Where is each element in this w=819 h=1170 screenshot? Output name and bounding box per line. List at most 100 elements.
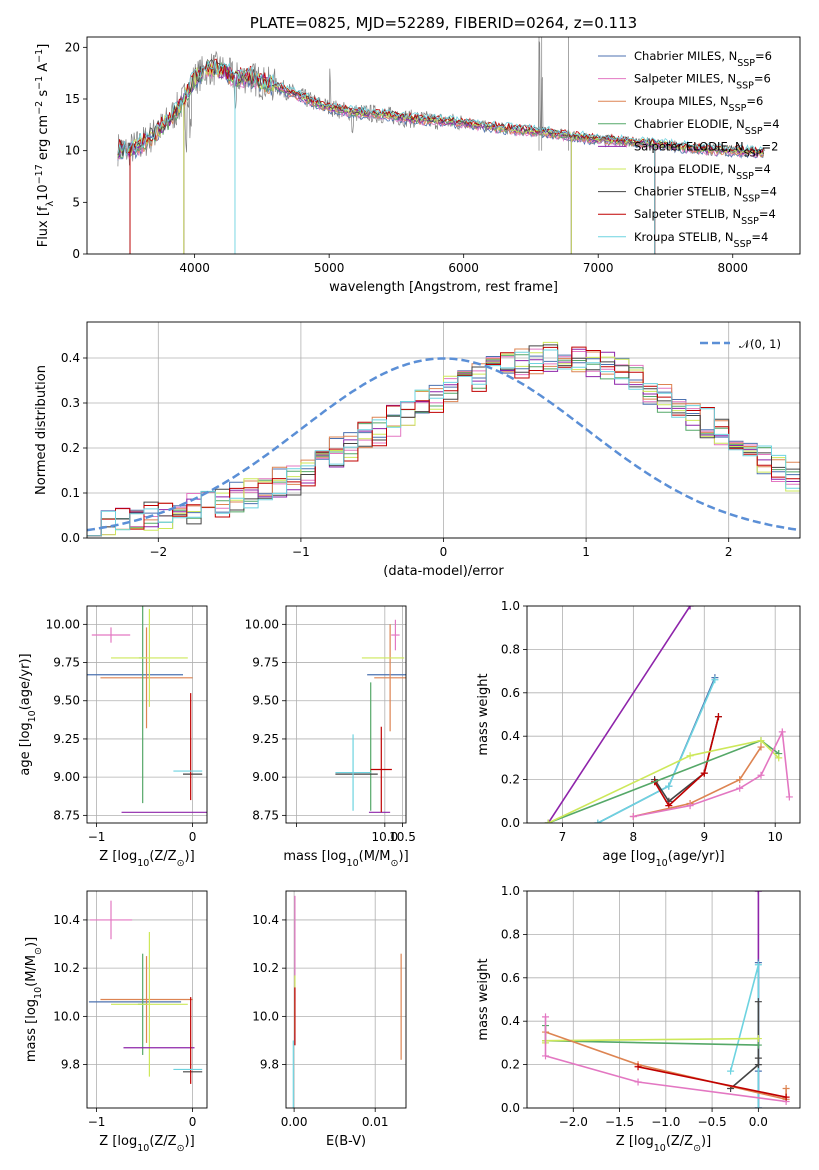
y-tick-label: 10.0 (252, 1009, 279, 1023)
y-tick-label: 9.25 (53, 732, 80, 746)
x-tick-label: −0.5 (698, 1115, 727, 1129)
point-marker (700, 769, 708, 777)
plot-area (87, 606, 207, 813)
y-tick-label: 8.75 (252, 808, 279, 822)
plot-area (544, 606, 793, 823)
chart-age-vs-mass: 10.010.5 8.75 9.00 9.25 9.50 9.75 10.00 mass [l… (245, 605, 416, 869)
axes-frame (526, 605, 801, 824)
y-tick-label: 9.8 (260, 1058, 279, 1072)
x-tick-label: −1.0 (651, 1115, 680, 1129)
y-tick-label: 0.3 (61, 396, 80, 410)
y-tick-label: 0.2 (501, 773, 520, 787)
y-tick-label: 0.4 (61, 351, 80, 365)
x-axis-label: E(B-V) (326, 1134, 366, 1149)
axes-frame (285, 890, 407, 1109)
errorbar-kroupa-elodie (111, 931, 188, 1077)
y-tick-label: 9.50 (252, 694, 279, 708)
y-tick-label: 0.4 (501, 1014, 520, 1028)
point-marker (757, 743, 765, 751)
hist-kroupa-stelib (87, 349, 800, 537)
point-marker (754, 891, 762, 895)
y-tick-label: 9.50 (53, 694, 80, 708)
x-axis-label: wavelength [Angstrom, rest frame] (329, 280, 558, 295)
hist-salpeter-miles (87, 348, 800, 537)
y-axis-label: Flux [fλ10−17 erg cm−2 s−1 A−1] (34, 44, 56, 248)
y-tick-label: 9.75 (252, 656, 279, 670)
legend-entry-salpeter-elodie: Salpeter ELODIE, NSSP=2 (634, 139, 778, 159)
x-tick-label: −1 (88, 830, 106, 844)
x-tick-label: 4000 (179, 261, 210, 275)
axes-frame (285, 605, 407, 824)
series-salpeter-miles (629, 728, 793, 820)
point-marker (542, 1052, 550, 1060)
series-chabrier-miles (594, 674, 719, 823)
y-tick-label: 0.2 (61, 441, 80, 455)
point-marker (754, 998, 762, 1006)
x-tick-label: 0 (440, 545, 448, 559)
point-marker (778, 728, 786, 736)
legend-entry-kroupa-stelib: Kroupa STELIB, NSSP=4 (634, 230, 768, 250)
point-marker (686, 606, 694, 610)
point-marker (727, 1067, 735, 1075)
model-salpeter-stelib (117, 58, 765, 155)
y-tick-label: 20 (65, 40, 80, 54)
legend-entry-chabrier-stelib: Chabrier STELIB, NSSP=4 (634, 185, 777, 205)
y-tick-label: 9.8 (61, 1058, 80, 1072)
y-tick-label: 9.00 (53, 770, 80, 784)
point-marker (757, 737, 765, 745)
point-marker (754, 961, 762, 969)
x-tick-label: 10 (768, 830, 783, 844)
x-tick-label: 7 (559, 830, 567, 844)
normal-curve (87, 357, 798, 532)
series-chabrier-elodie (542, 1022, 762, 1049)
point-marker (736, 776, 744, 784)
axes-frame (86, 890, 208, 1109)
y-tick-label: 0.0 (501, 816, 520, 830)
y-tick-label: 9.75 (53, 656, 80, 670)
series-chabrier-elodie (544, 737, 783, 823)
series-salpeter-elodie (544, 606, 694, 823)
point-marker (634, 1063, 642, 1071)
point-marker (757, 771, 765, 779)
y-tick-label: 10.2 (252, 961, 279, 975)
y-tick-label: 9.25 (252, 732, 279, 746)
plot-area (88, 900, 203, 1084)
x-tick-label: 0.0 (749, 1115, 768, 1129)
x-tick-label: 0 (189, 830, 197, 844)
point-marker (782, 1084, 790, 1092)
point-marker (634, 1078, 642, 1086)
plot-area (292, 895, 402, 1108)
chart-title: PLATE=0825, MJD=52289, FIBERID=0264, z=0… (250, 14, 637, 32)
point-marker (686, 752, 694, 760)
errorbar-salpeter-miles (89, 900, 133, 940)
y-tick-label: 0.0 (501, 1101, 520, 1115)
x-tick-label: 10.0 (371, 830, 398, 844)
x-tick-label: −1 (88, 1115, 106, 1129)
y-axis-label: mass weight (476, 673, 491, 755)
point-marker (785, 793, 793, 801)
x-tick-label: −2 (149, 545, 167, 559)
y-tick-label: 0.6 (501, 686, 520, 700)
x-tick-label: −2.0 (559, 1115, 588, 1129)
series-kroupa-elodie (544, 737, 783, 823)
axes-frame (526, 890, 801, 1109)
errorbar-kroupa-miles (100, 956, 193, 1043)
point-marker (714, 713, 722, 721)
x-axis-label: mass [log10(M/M⊙)] (283, 849, 408, 869)
y-axis-label: Normed distribution (34, 365, 49, 495)
y-tick-label: 0.0 (61, 531, 80, 545)
y-tick-label: 10.2 (53, 961, 80, 975)
series-salpeter-stelib (634, 1063, 790, 1101)
hist-salpeter-stelib (87, 346, 800, 537)
x-tick-label: 8 (630, 830, 638, 844)
point-marker (754, 1035, 762, 1043)
y-tick-label: 0.8 (501, 642, 520, 656)
y-tick-label: 8.75 (53, 808, 80, 822)
series-chabrier-stelib (727, 998, 762, 1092)
point-marker (754, 1104, 762, 1108)
legend-entry-salpeter-stelib: Salpeter STELIB, NSSP=4 (634, 207, 776, 227)
legend-entry-salpeter-miles: Salpeter MILES, NSSP=6 (634, 72, 771, 92)
chart-mass-vs-EBV: 0.00 0.01 9.8 10.0 10.2 10.4 E(B-V) (252, 890, 407, 1149)
errorbar-kroupa-elodie (111, 609, 188, 707)
